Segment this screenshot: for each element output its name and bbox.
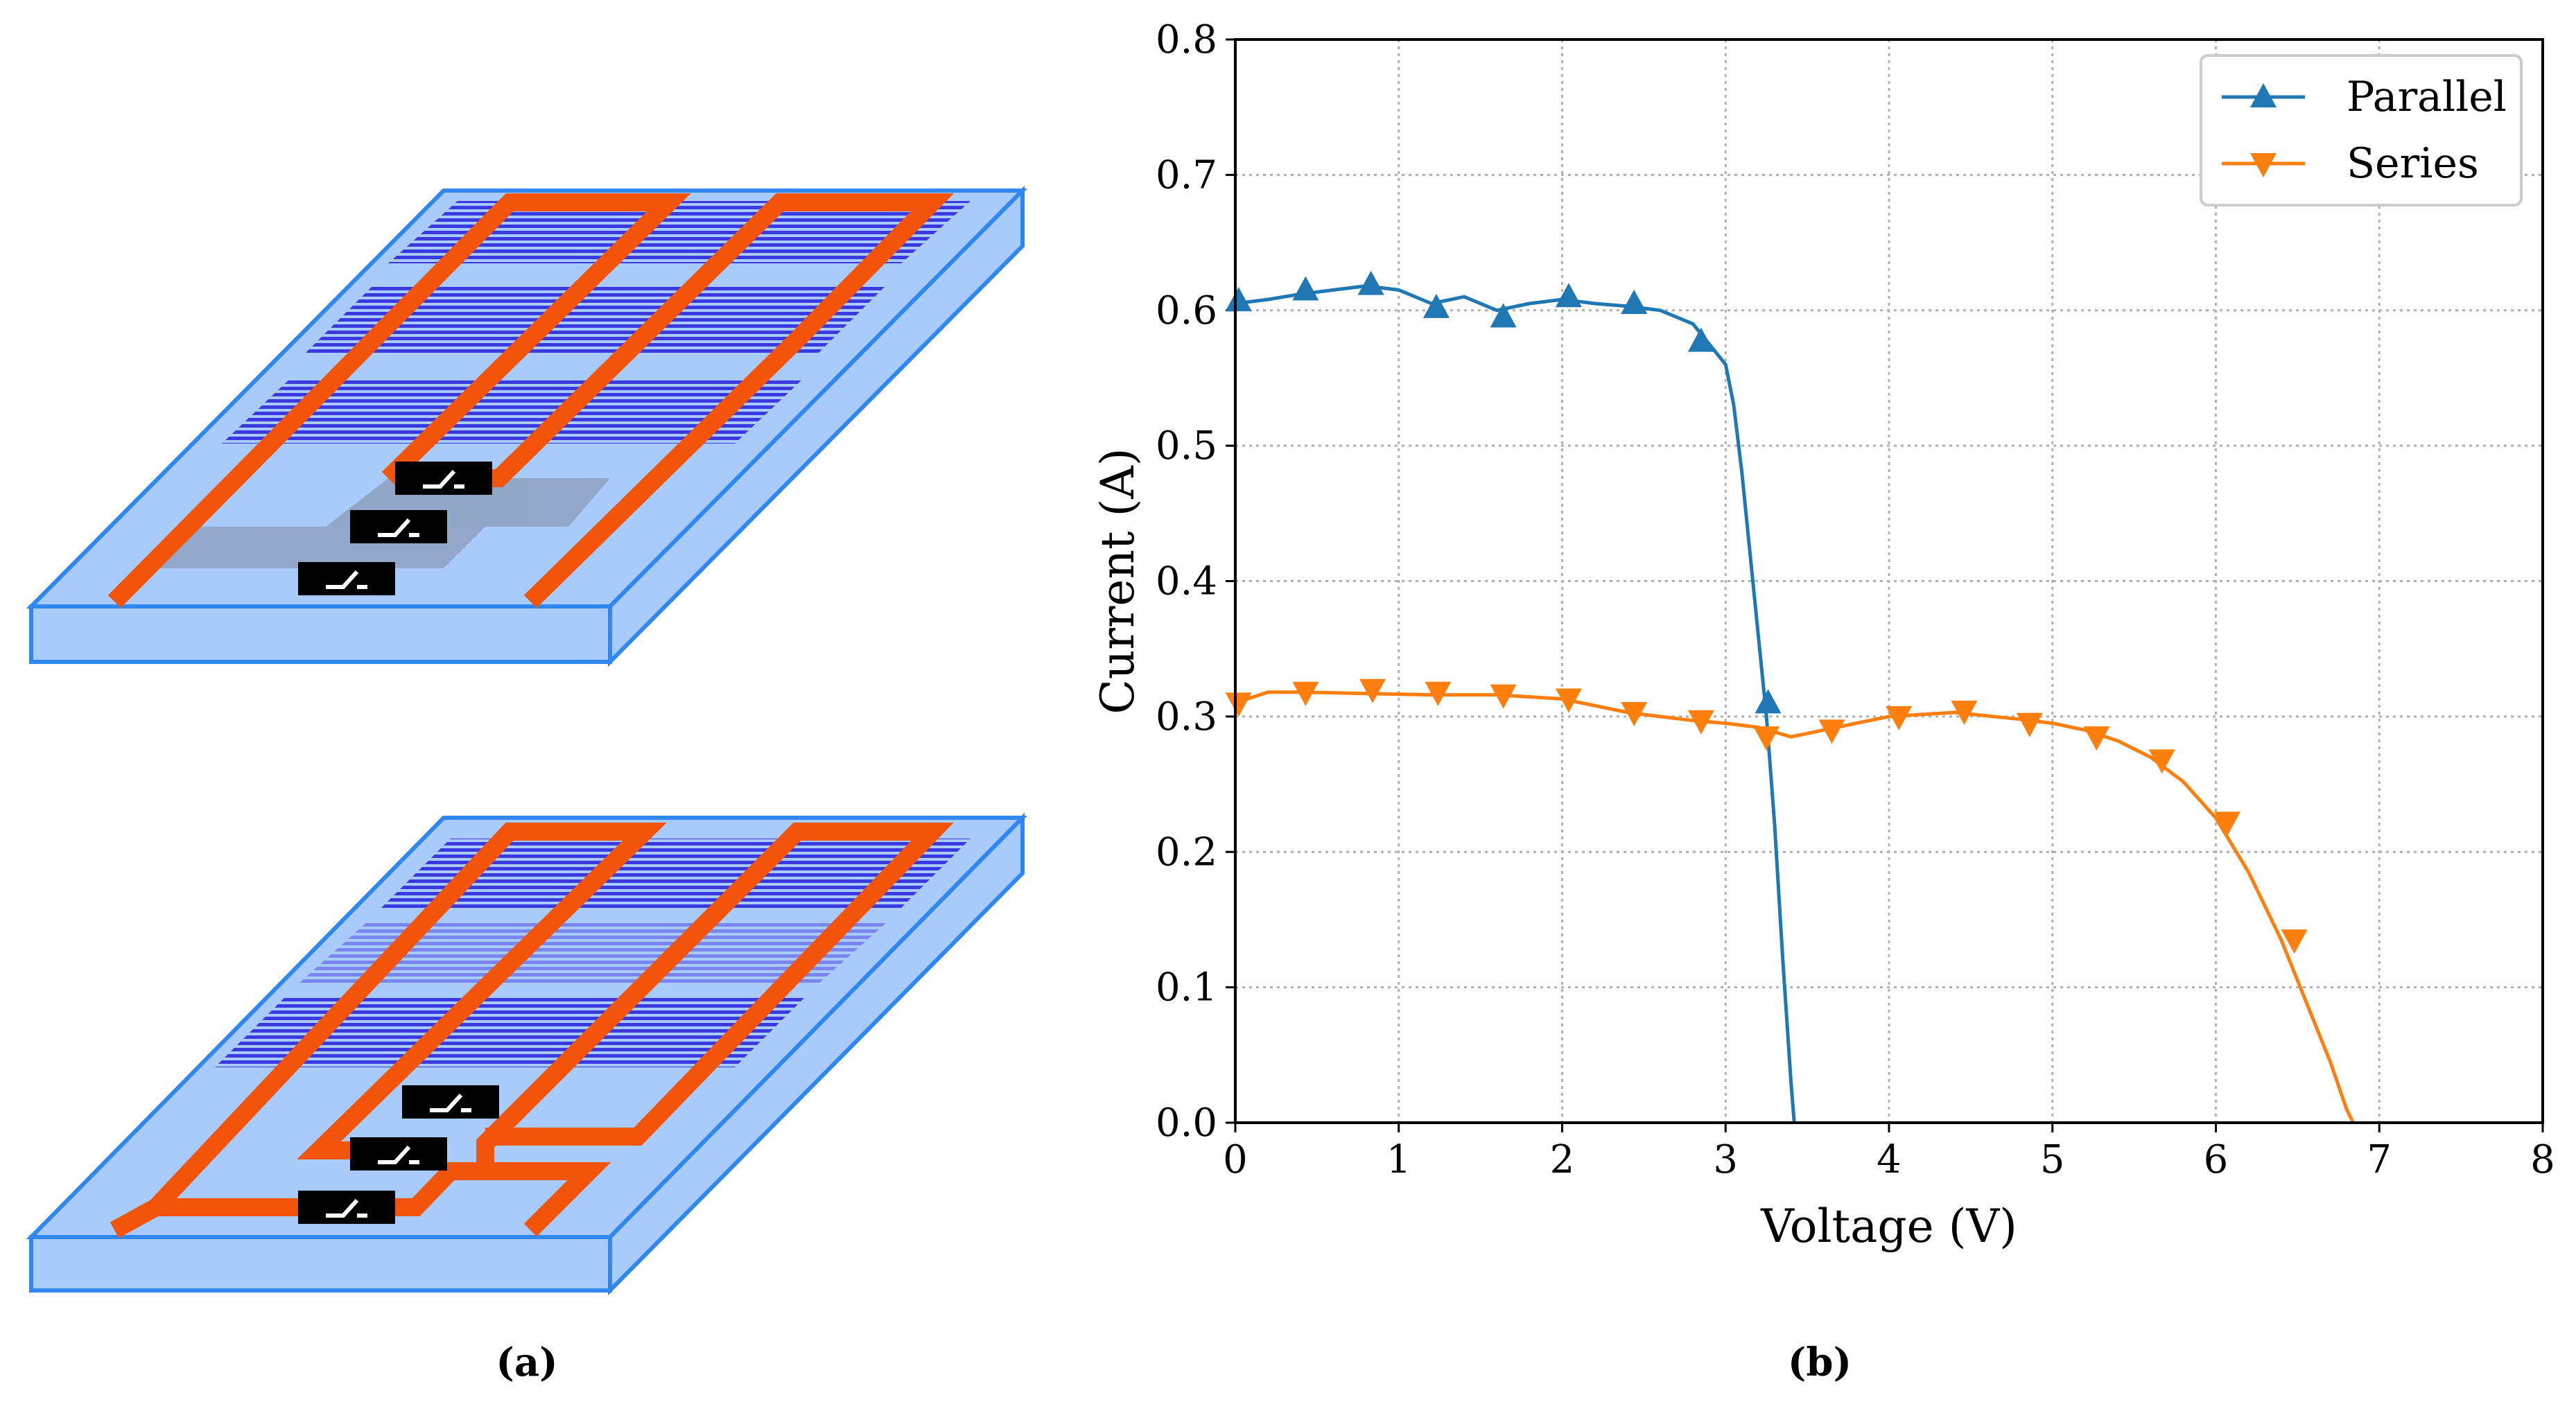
data-point-series: [1951, 701, 1978, 726]
switch-icon: [298, 1191, 395, 1224]
data-point-series: [1753, 726, 1780, 751]
panel-label-a: (a): [496, 1340, 557, 1385]
data-point-series: [1818, 719, 1845, 744]
data-point-series: [1490, 684, 1517, 709]
y-tick-label: 0.0: [1156, 1101, 1217, 1146]
data-point-series: [1425, 681, 1452, 706]
data-point-series: [2083, 726, 2110, 751]
data-point-series: [1621, 702, 1648, 727]
y-tick-label: 0.7: [1156, 152, 1217, 198]
y-tick-label: 0.8: [1156, 17, 1217, 62]
series-line-parallel: [1235, 284, 1796, 1123]
y-tick-label: 0.6: [1156, 288, 1217, 333]
y-tick-label: 0.3: [1156, 694, 1217, 739]
x-tick-label: 6: [2204, 1137, 2229, 1182]
y-tick-label: 0.2: [1156, 830, 1217, 875]
series-markers: [1225, 270, 2308, 954]
switch-icon: [298, 562, 395, 595]
board-parallel: [26, 185, 1028, 667]
board-front-face: [29, 604, 612, 664]
switch-icon: [350, 510, 447, 543]
board-series: [26, 812, 1028, 1296]
y-tick-label: 0.1: [1156, 965, 1217, 1010]
data-point-parallel: [1357, 270, 1384, 295]
legend-box: [2200, 54, 2523, 207]
data-point-series: [1225, 692, 1252, 717]
legend-label-series: Series: [2347, 139, 2479, 188]
data-point-series: [2016, 712, 2043, 737]
series-line-series: [1235, 690, 2355, 1124]
board-front-face: [29, 1235, 612, 1293]
y-tick-label: 0.5: [1156, 423, 1217, 468]
legend: Parallel Series: [2200, 54, 2523, 207]
data-point-parallel: [1490, 303, 1517, 328]
switch-icon: [395, 462, 492, 495]
legend-marker-parallel: [2250, 83, 2277, 107]
data-point-series: [1886, 706, 1913, 730]
x-tick-label: 5: [2040, 1137, 2065, 1182]
x-axis-label: Voltage (V): [1760, 1200, 2017, 1253]
x-tick-label: 4: [1877, 1137, 1901, 1182]
legend-marker-series: [2250, 153, 2277, 177]
plot-frame: [1234, 38, 2544, 1124]
x-tick-label: 7: [2367, 1137, 2392, 1182]
series-lines: [1235, 284, 2355, 1124]
data-point-series: [1359, 678, 1386, 703]
data-point-parallel: [1621, 289, 1648, 314]
data-point-series: [1555, 688, 1582, 713]
data-point-series: [2281, 929, 2308, 954]
data-point-parallel: [1687, 327, 1714, 352]
x-tick-label: 3: [1713, 1137, 1738, 1182]
data-point-series: [1292, 681, 1319, 706]
solar-cells: [215, 839, 971, 1067]
switch-icon: [402, 1085, 499, 1119]
x-tick-label: 2: [1550, 1137, 1575, 1182]
switch-icon: [350, 1137, 447, 1171]
data-point-parallel: [1225, 287, 1252, 312]
data-point-parallel: [1422, 293, 1450, 318]
x-tick-label: 1: [1386, 1137, 1411, 1182]
iv-chart: 0 1 2 3 4 5 6 7 8 0.0 0.1 0.2 0.3 0.4 0.5 0.6 0.7 0.8 Vol…: [1091, 17, 2555, 1253]
x-tick-label: 8: [2530, 1137, 2555, 1182]
panel-label-b: (b): [1788, 1340, 1852, 1385]
data-point-series: [1687, 710, 1714, 735]
data-point-parallel: [1555, 283, 1582, 308]
data-point-parallel: [1755, 689, 1782, 714]
data-point-parallel: [1292, 276, 1319, 301]
y-axis-label: Current (A): [1091, 448, 1145, 714]
legend-label-parallel: Parallel: [2347, 73, 2507, 121]
axis-ticks: 0 1 2 3 4 5 6 7 8 0.0 0.1 0.2 0.3 0.4 0.5 0.6 0.7 0.8: [1156, 17, 2555, 1182]
x-tick-label: 0: [1223, 1137, 1248, 1182]
data-point-series: [2214, 812, 2241, 836]
board-side-face: [608, 185, 1025, 667]
data-point-series: [2148, 749, 2175, 774]
y-tick-label: 0.4: [1156, 559, 1217, 604]
board-side-face: [608, 812, 1025, 1296]
solar-cells: [222, 201, 971, 444]
